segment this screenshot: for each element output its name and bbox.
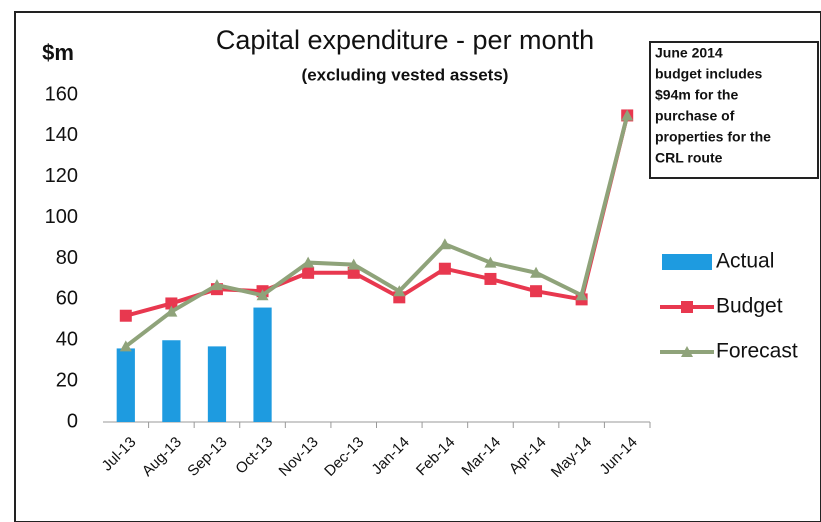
- bar: [253, 307, 272, 422]
- y-tick-label: 120: [45, 165, 78, 187]
- marker: [165, 297, 178, 310]
- y-tick-label: 40: [56, 329, 78, 351]
- y-axis-label: $m: [42, 40, 74, 65]
- y-tick-label: 100: [45, 206, 78, 228]
- annotation-text: $94m for the: [655, 87, 738, 103]
- legend-swatch: [662, 254, 712, 270]
- marker: [438, 262, 451, 275]
- legend-label: Budget: [716, 295, 783, 318]
- marker: [256, 289, 269, 301]
- marker: [681, 301, 693, 313]
- line: [124, 114, 630, 348]
- marker: [484, 256, 497, 268]
- marker: [302, 256, 315, 268]
- annotation-box: [649, 41, 819, 179]
- y-tick-label: 20: [56, 369, 78, 391]
- y-tick-label: 80: [56, 247, 78, 269]
- y-tick-label: 0: [67, 410, 78, 432]
- marker: [210, 279, 223, 291]
- marker: [438, 238, 451, 250]
- y-tick-label: 140: [45, 124, 78, 146]
- legend-label: Actual: [716, 250, 774, 273]
- annotation-text: budget includes: [655, 66, 763, 82]
- marker: [530, 266, 543, 278]
- y-tick-label: 60: [56, 288, 78, 310]
- marker: [681, 346, 693, 357]
- annotation-text: June 2014: [655, 45, 723, 61]
- marker: [119, 340, 132, 352]
- marker: [165, 305, 178, 317]
- marker: [575, 289, 588, 301]
- marker: [302, 266, 315, 279]
- marker: [347, 266, 360, 279]
- marker: [484, 272, 497, 285]
- marker: [530, 285, 543, 298]
- bar: [207, 346, 227, 422]
- bar: [162, 340, 181, 422]
- marker: [119, 309, 132, 322]
- y-tick-label: 160: [45, 83, 78, 105]
- annotation-text: CRL route: [655, 150, 723, 166]
- legend-label: Forecast: [716, 340, 798, 363]
- chart-subtitle: (excluding vested assets): [302, 65, 509, 84]
- bar: [116, 348, 135, 422]
- marker: [347, 258, 360, 270]
- annotation-text: properties for the: [655, 129, 771, 145]
- annotation-text: purchase of: [655, 108, 735, 124]
- marker: [393, 285, 406, 297]
- marker: [621, 109, 634, 121]
- chart-title: Capital expenditure - per month: [216, 25, 594, 55]
